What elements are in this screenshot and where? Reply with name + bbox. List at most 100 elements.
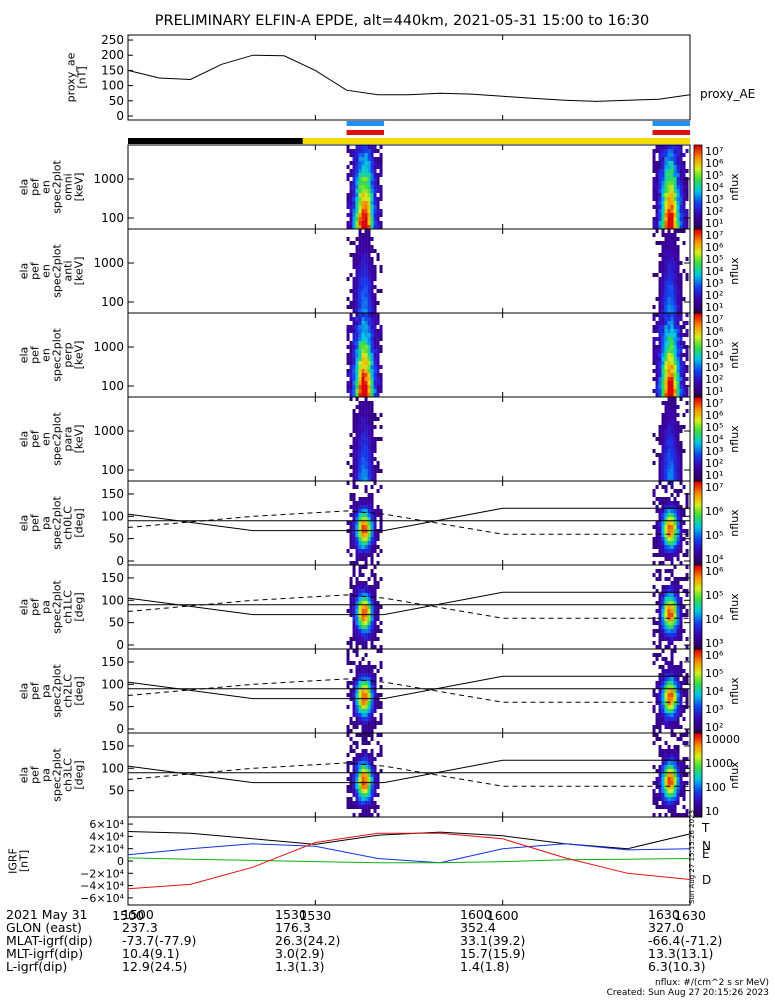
spectrogram-cell xyxy=(352,537,356,541)
spectrogram-cell xyxy=(676,813,680,817)
colorbar-tick-label: 10³ xyxy=(705,361,723,374)
colorbar-tick-label: 10⁴ xyxy=(705,181,724,194)
spectrogram-cell xyxy=(679,517,683,521)
colorbar-cell xyxy=(694,422,702,425)
spectrogram-cell xyxy=(361,293,365,297)
spectrogram-cell xyxy=(370,773,374,777)
spectrogram-cell xyxy=(361,237,365,241)
spectrogram-cell xyxy=(352,509,356,513)
spectrogram-cell xyxy=(655,357,659,361)
spectrogram-cell xyxy=(658,785,662,789)
spectrogram-cell xyxy=(376,341,380,345)
spectrogram-cell xyxy=(676,797,680,801)
spectrogram-cell xyxy=(673,565,677,569)
spectrogram-cell xyxy=(367,277,371,281)
spectrogram-cell xyxy=(376,785,380,789)
spectrogram-cell xyxy=(676,201,680,205)
y-axis-label: elapefpaspec2plotch3LC[deg] xyxy=(18,748,86,802)
spectrogram-cell xyxy=(373,665,377,669)
spectrogram-cell xyxy=(652,361,656,365)
spectrogram-cell xyxy=(379,413,383,417)
spectrogram-cell xyxy=(355,717,359,721)
spectrogram-cell xyxy=(361,181,365,185)
spectrogram-cell xyxy=(664,461,668,465)
spectrogram-cell xyxy=(358,765,362,769)
spectrogram-cell xyxy=(673,353,677,357)
footer-row-value: -66.4(-71.2) xyxy=(648,933,723,948)
spectrogram-cell xyxy=(670,757,674,761)
y-tick-label: 1000 xyxy=(93,256,124,270)
spectrogram-cell xyxy=(667,457,671,461)
colorbar-cell xyxy=(694,651,702,654)
spectrogram-cell xyxy=(661,553,665,557)
colorbar-cell xyxy=(694,504,702,507)
spectrogram-cell xyxy=(673,693,677,697)
spectrogram-cell xyxy=(346,145,350,149)
spectrogram-cell xyxy=(367,189,371,193)
spectrogram-cell xyxy=(676,721,680,725)
spectrogram-cell xyxy=(349,597,353,601)
spectrogram-cell xyxy=(373,313,377,317)
spectrogram-cell xyxy=(370,345,374,349)
spectrogram-cell xyxy=(361,369,365,373)
spectrogram-cell xyxy=(673,373,677,377)
loss-cone-line xyxy=(127,675,690,700)
spectrogram-cell xyxy=(367,661,371,665)
spectrogram-cell xyxy=(352,357,356,361)
spectrogram-cell xyxy=(661,353,665,357)
spectrogram-cell xyxy=(667,413,671,417)
spectrogram-cell xyxy=(685,529,689,533)
spectrogram-cell xyxy=(358,677,362,681)
spectrogram-cell xyxy=(676,261,680,265)
spectrogram-cell xyxy=(676,605,680,609)
spectrogram-cell xyxy=(367,377,371,381)
spectrogram-cell xyxy=(367,389,371,393)
spectrogram-cell xyxy=(667,633,671,637)
spectrogram-cell xyxy=(361,393,365,397)
spectrogram-cell xyxy=(664,469,668,473)
spectrogram-cell xyxy=(367,457,371,461)
spectrogram-cell xyxy=(652,193,656,197)
spectrogram-cell xyxy=(679,353,683,357)
spectrogram-cell xyxy=(361,773,365,777)
spectrogram-cell xyxy=(652,709,656,713)
spectrogram-cell xyxy=(652,729,656,733)
spectrogram-cell xyxy=(373,517,377,521)
colorbar-cell xyxy=(694,180,702,184)
spectrogram-cell xyxy=(358,361,362,365)
colorbar-cell xyxy=(694,695,702,698)
spectrogram-cell xyxy=(361,753,365,757)
spectrogram-cell xyxy=(349,149,353,153)
spectrogram-cell xyxy=(673,785,677,789)
spectrogram-cell xyxy=(364,397,368,401)
spectrogram-cell xyxy=(367,213,371,217)
colorbar-cell xyxy=(694,214,702,217)
spectrogram-cell xyxy=(352,293,356,297)
colorbar-cell xyxy=(694,287,702,291)
colorbar-cell xyxy=(694,634,702,637)
spectrogram-cell xyxy=(658,717,662,721)
spectrogram-cell xyxy=(367,513,371,517)
spectrogram-cell xyxy=(355,393,359,397)
spectrogram-cell xyxy=(364,161,368,165)
spectrogram-cell xyxy=(367,381,371,385)
spectrogram-cell xyxy=(679,561,683,565)
spectrogram-cell xyxy=(355,801,359,805)
spectrogram-cell xyxy=(676,457,680,461)
spectrogram-cell xyxy=(676,277,680,281)
spectrogram-cell xyxy=(655,629,659,633)
spectrogram-cell xyxy=(364,653,368,657)
spectrogram-cell xyxy=(676,177,680,181)
spectrogram-cell xyxy=(349,313,353,317)
spectrogram-cell xyxy=(361,721,365,725)
spectrogram-cell xyxy=(355,517,359,521)
spectrogram-cell xyxy=(664,489,668,493)
colorbar-cell xyxy=(694,453,702,457)
spectrogram-cell xyxy=(670,573,674,577)
spectrogram-cell xyxy=(682,197,686,201)
colorbar-cell xyxy=(694,361,702,364)
spectrogram-cell xyxy=(349,173,353,177)
spectrogram-cell xyxy=(370,385,374,389)
colorbar-cell xyxy=(694,424,702,427)
spectrogram-cell xyxy=(367,685,371,689)
